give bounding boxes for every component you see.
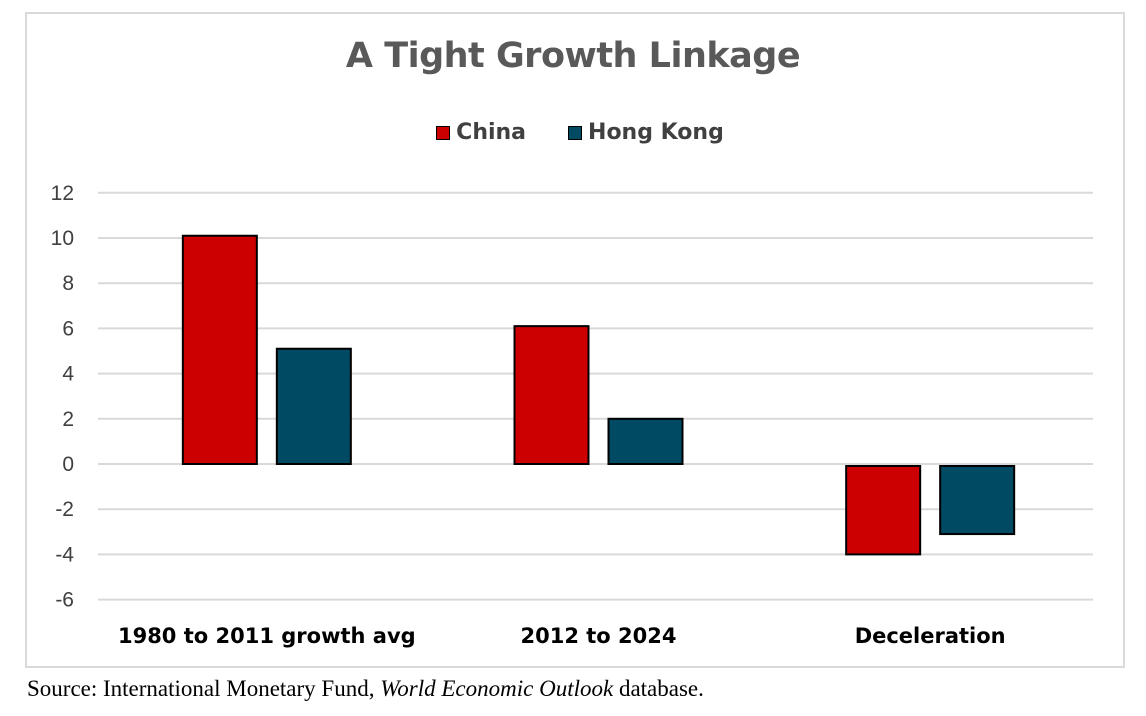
bar-china <box>181 234 258 465</box>
y-tick-label: 10 <box>51 227 74 250</box>
y-tick-label: -6 <box>55 589 74 612</box>
y-tick-label: 12 <box>51 182 74 205</box>
source-note: Source: International Monetary Fund, Wor… <box>27 676 704 702</box>
y-tick-label: 4 <box>62 363 74 386</box>
y-tick-label: -2 <box>55 498 74 521</box>
legend-swatch-china <box>436 125 451 140</box>
x-category-label: 2012 to 2024 <box>521 624 677 648</box>
source-suffix: database. <box>613 676 704 701</box>
x-category-label: 1980 to 2011 growth avg <box>118 624 416 648</box>
y-tick-label: 0 <box>62 453 74 476</box>
source-prefix: Source: International Monetary Fund, <box>27 676 381 701</box>
y-tick-label: 8 <box>62 272 74 295</box>
chart-title: A Tight Growth Linkage <box>345 36 801 76</box>
bar-hongkong <box>607 417 684 465</box>
legend-swatch-hongkong <box>568 125 583 140</box>
bar-hongkong <box>939 465 1016 536</box>
bar-china <box>845 465 922 556</box>
y-tick-label: 2 <box>62 408 74 431</box>
legend: China Hong Kong <box>0 120 1146 145</box>
legend-item-hongkong: Hong Kong <box>554 120 724 145</box>
y-tick-label: 6 <box>62 317 74 340</box>
x-category-label: Deceleration <box>855 624 1006 648</box>
y-tick-label: -4 <box>55 543 74 566</box>
legend-label-china: China <box>456 120 527 145</box>
legend-label-hongkong: Hong Kong <box>588 120 724 145</box>
bar-china <box>513 325 590 466</box>
legend-item-china: China <box>422 120 526 145</box>
source-publication: World Economic Outlook <box>380 676 614 701</box>
bar-hongkong <box>275 347 352 465</box>
